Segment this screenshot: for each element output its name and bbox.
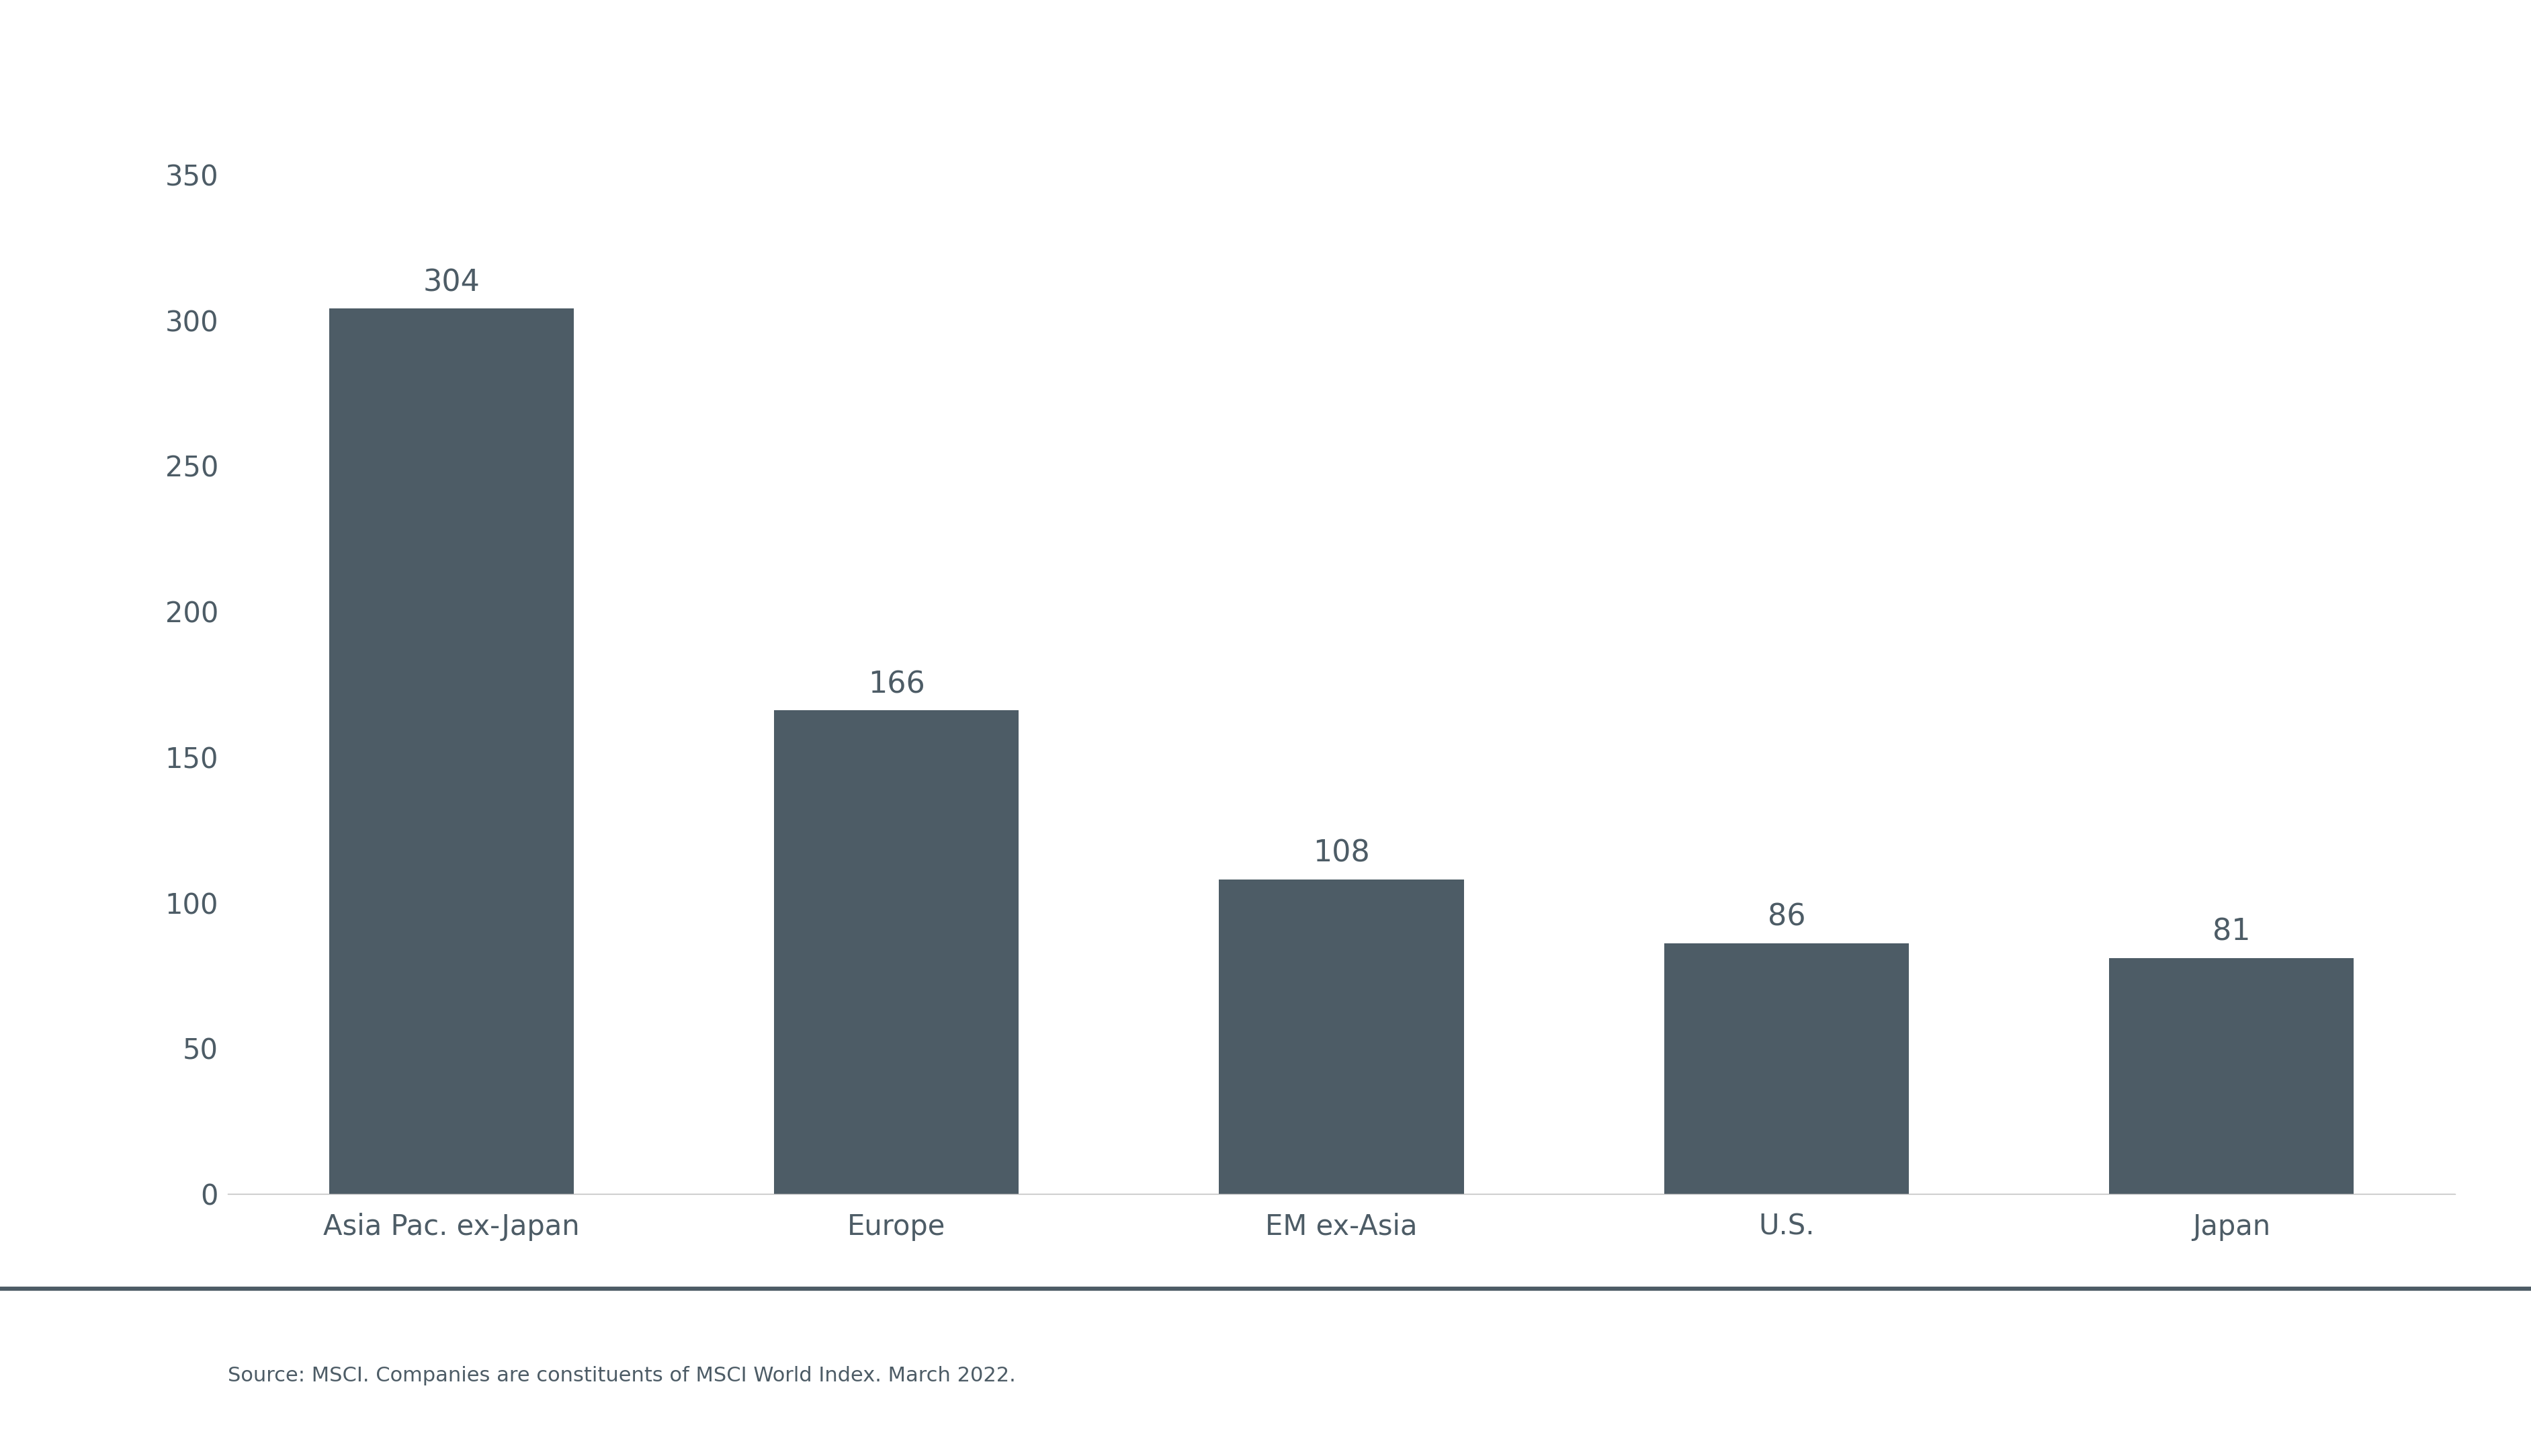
Bar — [1220, 879, 1463, 1194]
Text: 86: 86 — [1767, 903, 1805, 932]
Text: 166: 166 — [868, 670, 924, 699]
Bar — [2108, 958, 2354, 1194]
Text: 304: 304 — [423, 268, 481, 297]
Text: 81: 81 — [2212, 917, 2250, 946]
Text: 108: 108 — [1314, 839, 1369, 868]
Bar — [329, 309, 575, 1194]
Text: Source: MSCI. Companies are constituents of MSCI World Index. March 2022.: Source: MSCI. Companies are constituents… — [228, 1366, 1015, 1386]
Bar — [774, 711, 1020, 1194]
Bar — [1663, 943, 1908, 1194]
